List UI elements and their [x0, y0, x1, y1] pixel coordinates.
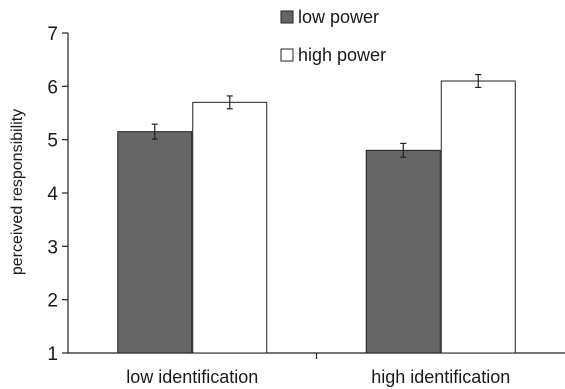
y-tick-label: 7: [47, 24, 58, 45]
bars-group: [117, 80, 516, 354]
legend: low power high power: [280, 7, 386, 65]
bar-high-power-1: [440, 80, 516, 354]
legend-label: low power: [298, 7, 379, 27]
error-bars-group: [151, 73, 482, 158]
bar-low-power-0: [117, 131, 193, 354]
y-axis-label: perceived responsibility: [9, 109, 26, 275]
y-tick-label: 1: [47, 344, 58, 365]
bar-low-power-1: [365, 149, 441, 354]
category-labels: low identification high identification: [126, 367, 510, 387]
legend-swatch: [280, 10, 294, 24]
y-tick-label: 4: [47, 184, 58, 205]
category-label: low identification: [126, 367, 258, 387]
legend-swatch: [280, 48, 294, 62]
y-tick-label: 2: [47, 291, 58, 312]
y-tick-label: 3: [47, 237, 58, 258]
y-tick-label: 6: [47, 77, 58, 98]
legend-label: high power: [298, 45, 386, 65]
y-tick-labels: 1 2 3 4 5 6 7: [47, 24, 58, 365]
y-tick-label: 5: [47, 131, 58, 152]
bar-high-power-0: [192, 101, 268, 354]
category-label: high identification: [371, 367, 510, 387]
